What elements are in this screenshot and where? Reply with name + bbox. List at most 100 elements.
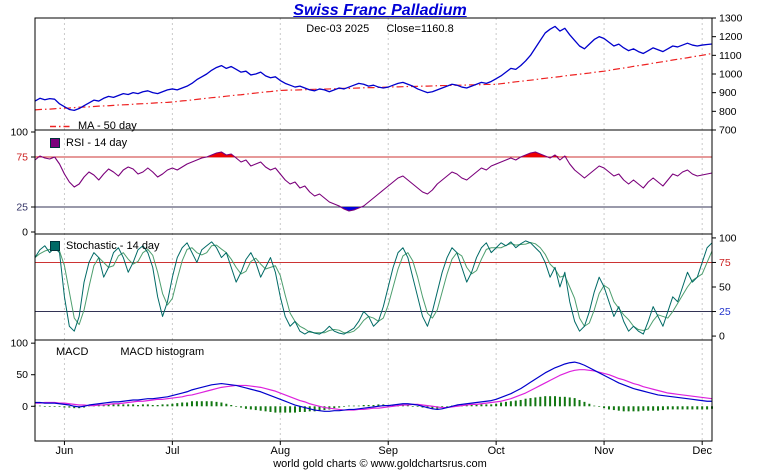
legend-ma-50: MA - 50 day [50, 120, 137, 132]
ma-50-line [34, 52, 713, 111]
date-label: Dec-03 2025 [306, 23, 370, 35]
macd-histogram-bar [558, 396, 561, 407]
macd-histogram-bar [568, 397, 571, 407]
month-label: Sep [378, 445, 398, 457]
macd-histogram-bar [357, 405, 360, 407]
rsi-oversold-fill [35, 207, 712, 211]
stoch-y-tick-label: 0 [719, 331, 725, 343]
macd-histogram-bar [470, 405, 473, 407]
macd-histogram-bar [519, 399, 522, 407]
macd-histogram-bar [279, 406, 282, 413]
macd-histogram-bar [465, 405, 468, 407]
macd-histogram-bar [195, 401, 198, 407]
macd-histogram-bar [544, 396, 547, 407]
macd-histogram-bar [112, 404, 115, 407]
macd-signal-line [35, 369, 713, 411]
macd-histogram-bar [500, 402, 503, 407]
macd-histogram-bar [691, 406, 694, 410]
macd-histogram-bar [171, 403, 174, 407]
macd-histogram-bar [441, 406, 444, 408]
macd-histogram-bar [514, 400, 517, 407]
price-y-tick-label: 900 [719, 87, 737, 99]
legend-stochastic: Stochastic - 14 day [50, 240, 160, 252]
macd-histogram-bar [264, 406, 267, 412]
rsi-y-tick-label: 0 [22, 227, 28, 239]
macd-histogram-bar [259, 406, 262, 411]
macd-histogram-bar [284, 406, 287, 413]
macd-histogram-bar [455, 405, 458, 407]
macd-histogram-bar [43, 406, 46, 407]
rsi-panel-border [34, 129, 713, 235]
stoch-y-tick-label: 100 [719, 232, 737, 244]
macd-histogram-bar [671, 406, 674, 410]
macd-histogram-bar [539, 396, 542, 407]
macd-histogram-bar [141, 404, 144, 407]
macd-histogram-bar [117, 404, 120, 407]
legend-rsi: RSI - 14 day [50, 137, 127, 149]
macd-histogram-bar [58, 406, 61, 407]
price-y-tick-label: 1100 [719, 50, 742, 62]
macd-histogram-bar [333, 406, 336, 409]
rsi-overbought-fill [35, 152, 712, 157]
price-y-tick-label: 1300 [719, 13, 743, 25]
macd-histogram-bar [249, 406, 252, 410]
macd-histogram-bar [632, 406, 635, 412]
macd-histogram-bar [274, 406, 277, 413]
ma-line-swatch-icon [50, 125, 72, 127]
month-label: Nov [594, 445, 614, 457]
macd-y-tick-label: 50 [16, 369, 28, 381]
macd-histogram-bar [612, 406, 615, 411]
macd-histogram-bar [534, 397, 537, 407]
macd-histogram-bar [524, 398, 527, 407]
macd-histogram-bar [215, 401, 218, 407]
macd-histogram-bar [235, 406, 238, 407]
macd-histogram-bar [652, 406, 655, 411]
legend-rsi-label: RSI - 14 day [66, 137, 128, 149]
macd-histogram-bar [372, 405, 375, 407]
macd-histogram-bar [254, 406, 257, 411]
macd-histogram-bar [475, 404, 478, 407]
price-y-tick-label: 1200 [719, 31, 743, 43]
macd-histogram-bar [666, 406, 669, 410]
stochastic-k-line [34, 240, 713, 335]
macd-histogram-bar [176, 403, 179, 407]
macd-histogram-bar [431, 406, 434, 409]
macd-histogram-bar [490, 404, 493, 407]
macd-histogram-bar [48, 406, 51, 407]
macd-histogram-bar [338, 406, 341, 408]
macd-histogram-bar [146, 404, 149, 407]
macd-histogram-bar [495, 403, 498, 407]
macd-histogram-bar [137, 405, 140, 407]
rsi-line [34, 151, 713, 212]
macd-histogram-bar [411, 406, 414, 407]
macd-histogram-bar [63, 406, 66, 408]
macd-histogram-bar [107, 404, 110, 407]
macd-histogram-bar [529, 398, 532, 407]
macd-histogram-bar [68, 406, 71, 408]
macd-histogram-bar [421, 406, 424, 408]
macd-histogram-bar [186, 402, 189, 407]
macd-histogram-bar [352, 405, 355, 407]
macd-histogram-bar [588, 403, 591, 407]
macd-y-tick-label: 100 [10, 338, 28, 350]
macd-histogram-bar [244, 406, 247, 409]
price-y-tick-label: 800 [719, 106, 737, 118]
macd-histogram-bar [269, 406, 272, 412]
macd-histogram-bar [210, 401, 213, 407]
macd-histogram-bar [127, 404, 130, 407]
macd-histogram-bar [132, 404, 135, 407]
price-y-tick-label: 1000 [719, 69, 743, 81]
macd-histogram-bar [406, 405, 409, 407]
macd-histogram-bar [377, 404, 380, 407]
macd-histogram-bar [696, 406, 699, 410]
macd-y-tick-label: 0 [22, 401, 28, 413]
rsi-y-tick-label: 25 [16, 202, 28, 214]
macd-histogram-bar [200, 401, 203, 407]
macd-histogram-bar [706, 406, 709, 410]
macd-histogram-bar [343, 406, 346, 407]
legend-ma-label: MA - 50 day [78, 120, 137, 132]
macd-histogram-bar [53, 406, 56, 407]
macd-histogram-bar [161, 404, 164, 407]
macd-histogram-bar [637, 406, 640, 412]
macd-histogram-bar [436, 406, 439, 409]
